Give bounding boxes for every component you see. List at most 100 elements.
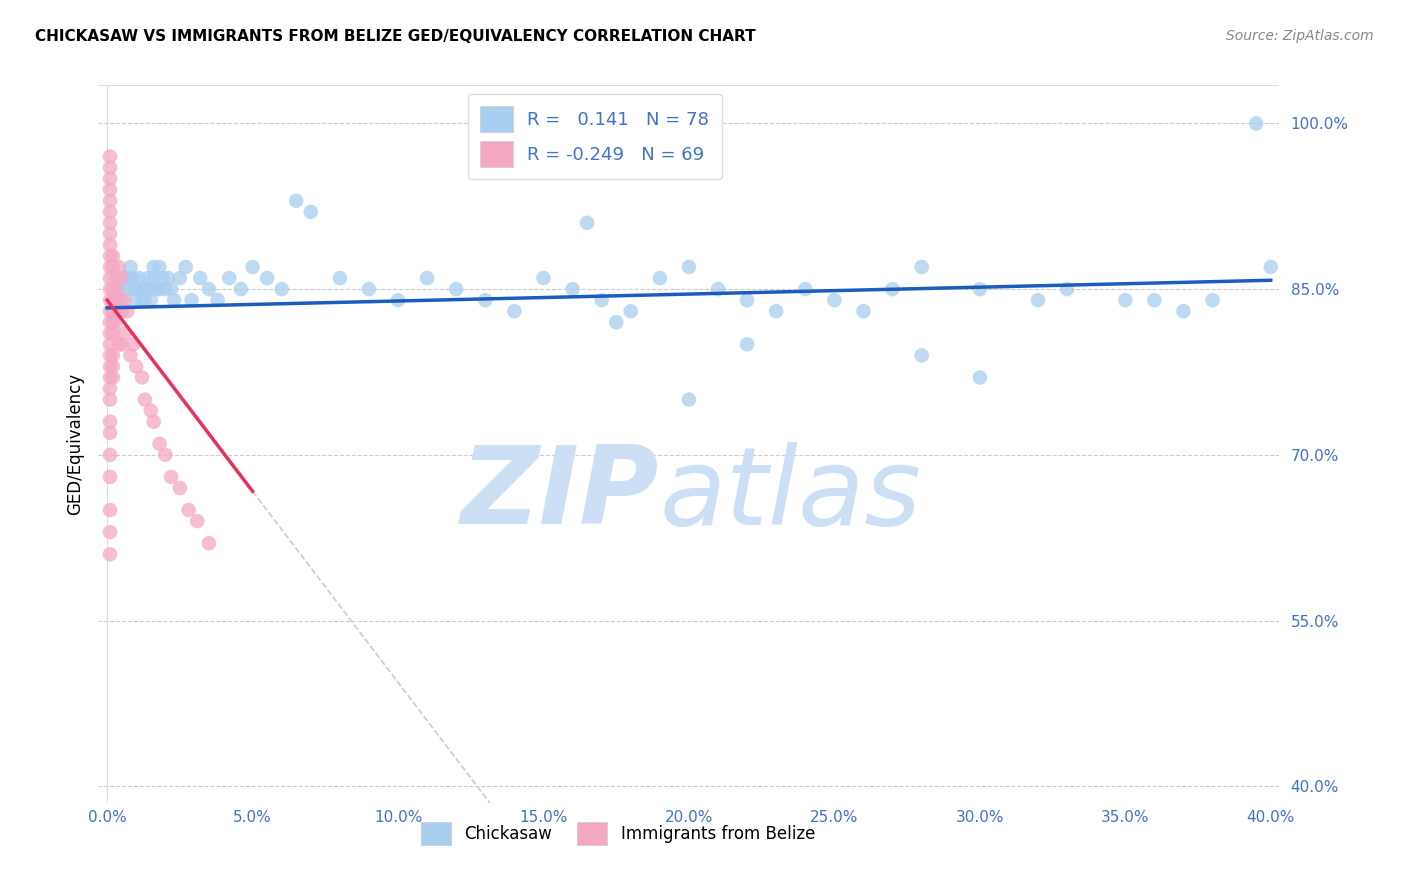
Point — [101, 326, 124, 341]
Point — [122, 337, 145, 351]
Point — [180, 293, 202, 307]
Point — [229, 282, 252, 296]
Point — [142, 260, 165, 274]
Text: atlas: atlas — [659, 442, 921, 547]
Point — [98, 293, 121, 307]
Point — [104, 304, 127, 318]
Point — [98, 315, 121, 329]
Point — [98, 194, 121, 208]
Point — [1173, 304, 1195, 318]
Point — [160, 470, 183, 484]
Point — [1201, 293, 1223, 307]
Point — [1056, 282, 1078, 296]
Point — [852, 304, 875, 318]
Point — [98, 183, 121, 197]
Y-axis label: GED/Equivalency: GED/Equivalency — [66, 373, 84, 515]
Point — [107, 337, 129, 351]
Point — [503, 304, 526, 318]
Point — [128, 271, 150, 285]
Point — [605, 315, 627, 329]
Point — [134, 282, 156, 296]
Legend: Chickasaw, Immigrants from Belize: Chickasaw, Immigrants from Belize — [415, 815, 821, 852]
Point — [765, 304, 787, 318]
Point — [145, 282, 167, 296]
Point — [98, 326, 121, 341]
Point — [98, 425, 121, 440]
Point — [148, 436, 170, 450]
Point — [678, 260, 700, 274]
Point — [101, 370, 124, 384]
Point — [98, 547, 121, 561]
Point — [98, 282, 121, 296]
Point — [134, 293, 156, 307]
Text: ZIP: ZIP — [461, 441, 659, 547]
Point — [104, 293, 127, 307]
Point — [678, 392, 700, 407]
Point — [969, 370, 991, 384]
Point — [163, 293, 186, 307]
Point — [98, 503, 121, 517]
Point — [169, 271, 191, 285]
Point — [169, 481, 191, 495]
Point — [591, 293, 613, 307]
Point — [561, 282, 583, 296]
Point — [155, 448, 177, 462]
Point — [98, 304, 121, 318]
Point — [152, 271, 174, 285]
Point — [1114, 293, 1136, 307]
Point — [474, 293, 496, 307]
Point — [620, 304, 643, 318]
Point — [122, 282, 145, 296]
Point — [416, 271, 439, 285]
Point — [139, 403, 162, 417]
Point — [101, 315, 124, 329]
Point — [114, 326, 136, 341]
Point — [186, 514, 208, 528]
Point — [111, 293, 134, 307]
Point — [174, 260, 197, 274]
Point — [155, 282, 177, 296]
Point — [207, 293, 229, 307]
Point — [98, 470, 121, 484]
Point — [98, 392, 121, 407]
Point — [198, 536, 221, 550]
Point — [218, 271, 240, 285]
Point — [125, 359, 148, 374]
Point — [98, 249, 121, 263]
Point — [969, 282, 991, 296]
Point — [122, 271, 145, 285]
Point — [794, 282, 817, 296]
Point — [648, 271, 671, 285]
Point — [299, 204, 322, 219]
Point — [104, 282, 127, 296]
Point — [98, 348, 121, 362]
Point — [101, 359, 124, 374]
Point — [107, 260, 129, 274]
Point — [1260, 260, 1282, 274]
Point — [98, 359, 121, 374]
Point — [98, 204, 121, 219]
Point — [148, 260, 170, 274]
Point — [1026, 293, 1049, 307]
Point — [125, 293, 148, 307]
Point — [707, 282, 730, 296]
Point — [120, 271, 142, 285]
Point — [120, 260, 142, 274]
Point — [114, 293, 136, 307]
Point — [357, 282, 380, 296]
Point — [142, 271, 165, 285]
Point — [125, 282, 148, 296]
Point — [98, 161, 121, 175]
Point — [101, 282, 124, 296]
Point — [576, 216, 599, 230]
Point — [882, 282, 904, 296]
Point — [98, 260, 121, 274]
Point — [148, 282, 170, 296]
Point — [98, 227, 121, 241]
Point — [111, 271, 134, 285]
Point — [98, 448, 121, 462]
Point — [98, 171, 121, 186]
Point — [104, 315, 127, 329]
Point — [1244, 116, 1267, 130]
Point — [1143, 293, 1166, 307]
